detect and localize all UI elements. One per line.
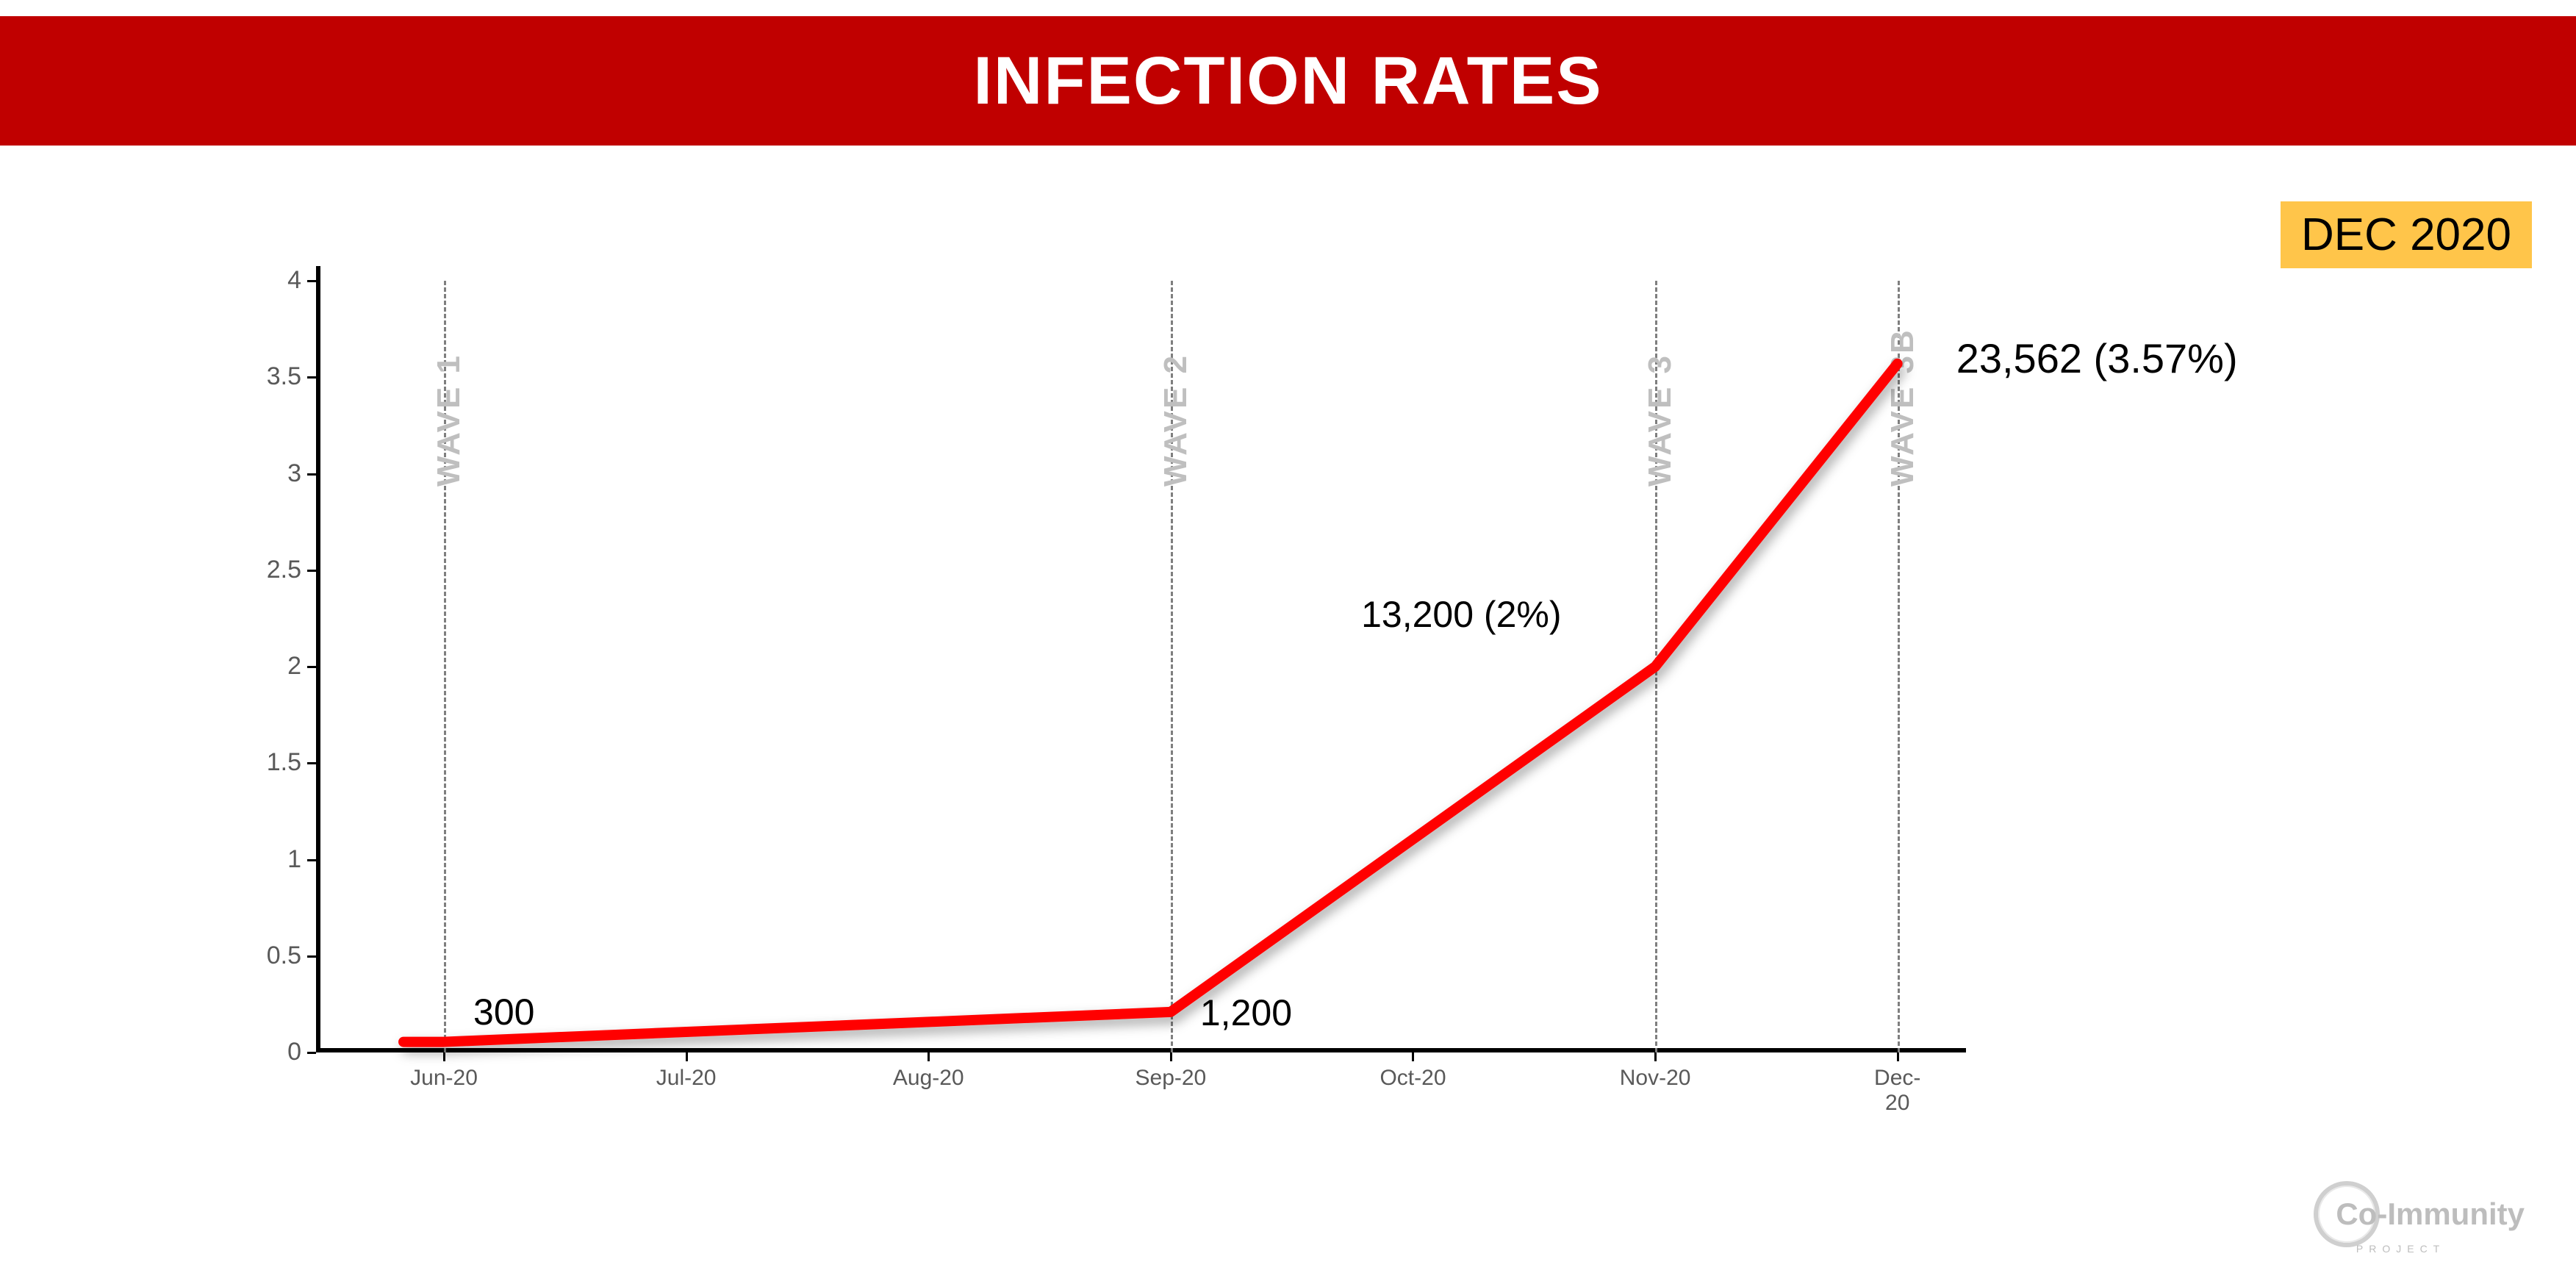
data-point-label: 1,200 (1200, 991, 1292, 1034)
x-tick-label: Oct-20 (1380, 1066, 1446, 1091)
infection-rate-chart: 00.511.522.533.54Jun-20Jul-20Aug-20Sep-2… (316, 281, 1944, 1052)
y-tick (307, 762, 316, 764)
co-immunity-logo: Co-Immunity PROJECT (2314, 1181, 2525, 1255)
x-tick (1170, 1052, 1172, 1061)
data-point-label: 23,562 (3.57%) (1956, 334, 2238, 382)
x-tick (686, 1052, 688, 1061)
y-tick (307, 376, 316, 379)
title-bar: INFECTION RATES (0, 16, 2576, 146)
data-point-label: 13,200 (2%) (1361, 593, 1561, 636)
y-tick (307, 1052, 316, 1054)
y-tick (307, 570, 316, 572)
y-tick (307, 473, 316, 476)
y-tick-label: 0.5 (243, 942, 301, 970)
y-tick-label: 1 (243, 845, 301, 874)
data-point-label: 300 (473, 991, 534, 1033)
y-tick (307, 955, 316, 958)
x-tick (1654, 1052, 1657, 1061)
y-tick (307, 280, 316, 282)
x-tick-label: Jul-20 (656, 1066, 717, 1091)
y-tick (307, 666, 316, 668)
y-tick-label: 0 (243, 1038, 301, 1066)
logo-text: Co-Immunity (2336, 1197, 2525, 1231)
logo-subtext: PROJECT (2356, 1243, 2525, 1255)
y-tick-label: 1.5 (243, 748, 301, 777)
y-tick-label: 3.5 (243, 362, 301, 391)
y-tick-label: 2.5 (243, 556, 301, 584)
x-tick (443, 1052, 445, 1061)
x-tick-label: Aug-20 (893, 1066, 964, 1091)
page-title: INFECTION RATES (973, 43, 1602, 118)
y-tick-label: 2 (243, 652, 301, 681)
date-badge-text: DEC 2020 (2301, 209, 2511, 260)
date-badge: DEC 2020 (2281, 201, 2532, 268)
x-tick-label: Dec-20 (1874, 1066, 1920, 1116)
y-tick-label: 4 (243, 266, 301, 295)
x-tick (1897, 1052, 1899, 1061)
y-tick (307, 859, 316, 861)
x-tick (1412, 1052, 1414, 1061)
series-line (316, 281, 1944, 1052)
y-tick-label: 3 (243, 459, 301, 488)
x-tick-label: Sep-20 (1135, 1066, 1207, 1091)
x-tick-label: Nov-20 (1620, 1066, 1691, 1091)
x-tick (928, 1052, 930, 1061)
x-tick-label: Jun-20 (410, 1066, 478, 1091)
